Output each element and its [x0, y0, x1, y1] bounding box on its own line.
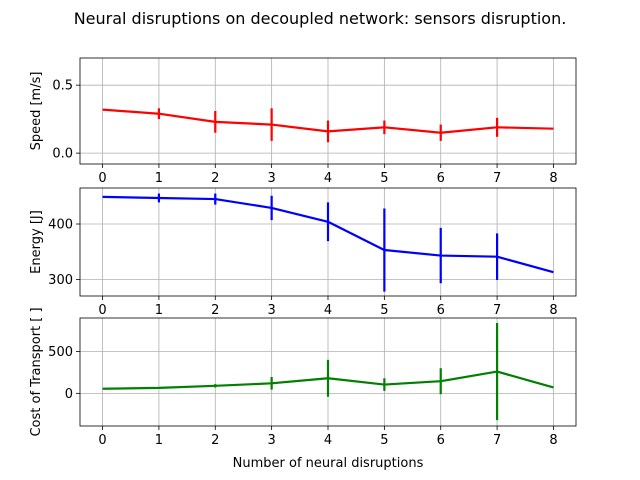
x-tick-label: 5 — [380, 433, 388, 448]
axes-frame — [79, 187, 577, 297]
x-tick-label: 6 — [437, 433, 445, 448]
y-axis-label: Speed [m/s] — [29, 72, 44, 151]
x-tick-label: 3 — [267, 171, 275, 186]
x-tick-label: 5 — [380, 303, 388, 318]
x-tick-label: 1 — [155, 171, 163, 186]
x-tick-label: 3 — [267, 303, 275, 318]
x-tick-label: 4 — [324, 303, 332, 318]
y-tick-label: 0 — [65, 387, 73, 402]
y-tick-label: 400 — [48, 218, 73, 233]
x-tick-label: 4 — [324, 171, 332, 186]
axes-frame — [79, 57, 577, 165]
x-tick-label: 8 — [549, 171, 557, 186]
x-tick-label: 0 — [98, 433, 106, 448]
x-tick-label: 7 — [493, 433, 501, 448]
y-axis-label: Cost of Transport [ ] — [29, 307, 44, 436]
x-tick-label: 7 — [493, 303, 501, 318]
x-tick-label: 7 — [493, 171, 501, 186]
x-tick-label: 2 — [211, 171, 219, 186]
x-tick-label: 6 — [437, 303, 445, 318]
x-tick-label: 6 — [437, 171, 445, 186]
y-tick-label: 300 — [48, 273, 73, 288]
subplot-2: 0 1 2 3 4 5 6 7 8 0 500 Cost of Transport [ ] — [29, 307, 577, 448]
x-tick-label: 8 — [549, 303, 557, 318]
chart-title: Neural disruptions on decoupled network:… — [74, 9, 567, 28]
subplot-1: 0 1 2 3 4 5 6 7 8 300 400 Energy [J] — [29, 187, 577, 318]
x-tick-label: 1 — [155, 433, 163, 448]
x-tick-label: 2 — [211, 303, 219, 318]
x-tick-label: 0 — [98, 303, 106, 318]
y-tick-label: 0.5 — [52, 79, 73, 94]
axes-frame — [79, 317, 577, 427]
x-tick-label: 8 — [549, 433, 557, 448]
x-tick-label: 5 — [380, 171, 388, 186]
y-tick-label: 500 — [48, 345, 73, 360]
x-tick-label: 0 — [98, 171, 106, 186]
x-tick-label: 4 — [324, 433, 332, 448]
x-tick-label: 3 — [267, 433, 275, 448]
x-tick-label: 2 — [211, 433, 219, 448]
y-tick-label: 0.0 — [52, 147, 73, 162]
x-axis-label: Number of neural disruptions — [233, 456, 424, 471]
y-axis-label: Energy [J] — [29, 210, 44, 274]
subplot-0: 0 1 2 3 4 5 6 7 8 0.0 0.5 Speed [m/s] — [29, 57, 577, 186]
x-tick-label: 1 — [155, 303, 163, 318]
